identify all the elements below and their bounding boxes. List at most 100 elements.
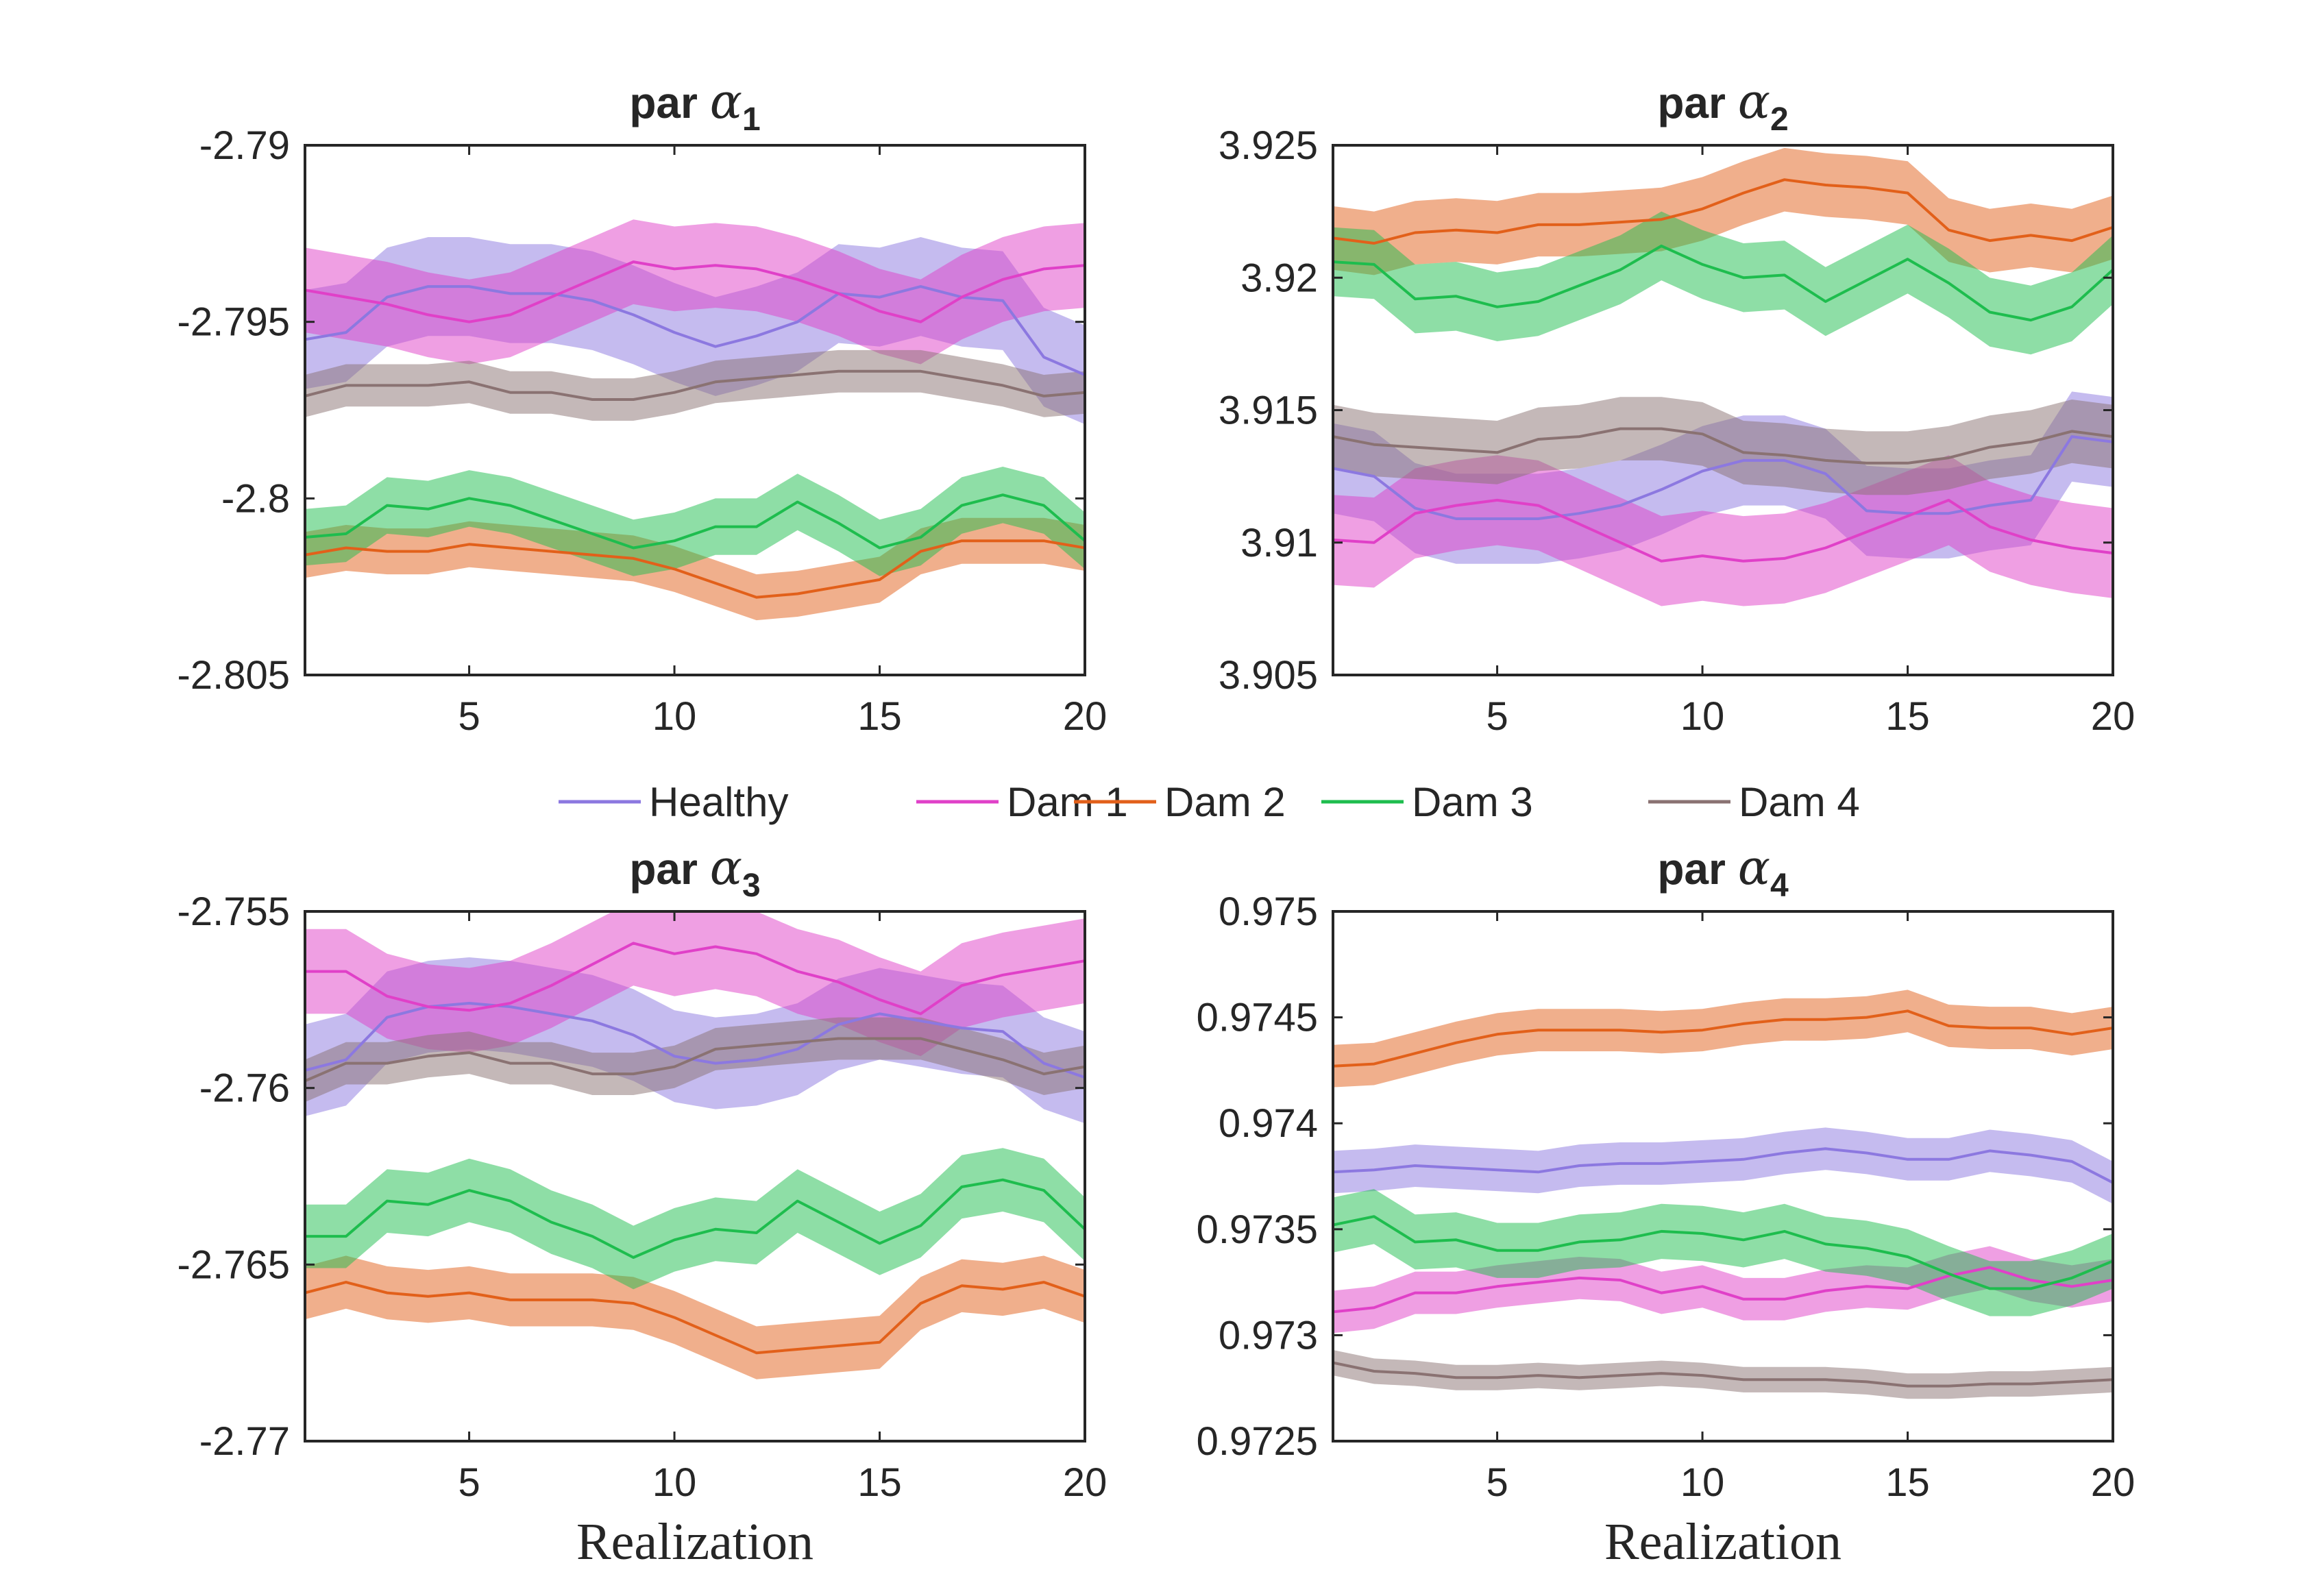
chart-title: par α1 <box>629 73 760 138</box>
x-tick-label: 20 <box>1063 694 1108 739</box>
chart-panel-1: 5 10 15 20 -2.805 -2.8 -2.795 -2.79 par α1 <box>178 73 1108 739</box>
title-symbol: α <box>710 73 742 130</box>
legend-item-healthy: Healthy <box>559 779 788 825</box>
y-tick-label: -2.765 <box>178 1242 290 1287</box>
band-dam-2 <box>305 1255 1085 1379</box>
title-subscript: 3 <box>742 868 761 904</box>
legend-label: Dam 4 <box>1739 779 1860 825</box>
line-dam-1 <box>305 260 1085 323</box>
line-dam-1 <box>1333 498 2113 563</box>
line-dam-3 <box>1333 1215 2113 1290</box>
x-tick-label: 5 <box>1486 694 1508 739</box>
line-dam-1 <box>305 942 1085 1016</box>
chart-panel-4: 5 10 15 20 0.9725 0.973 0.9735 0.974 0.9745 0.975… <box>1197 839 2136 1571</box>
x-tick-label: 5 <box>458 1460 480 1505</box>
chart-panel-2: 5 10 15 20 3.905 3.91 3.915 3.92 3.925 par α2 <box>1219 73 2135 739</box>
legend: Healthy Dam 1 Dam 2 Dam 3 Dam 4 <box>559 779 1860 825</box>
title-symbol: α <box>1738 73 1770 130</box>
y-tick-label: 3.925 <box>1219 123 1318 168</box>
legend-label: Healthy <box>649 779 788 825</box>
title-prefix: par <box>1657 78 1737 127</box>
y-tick-label: -2.795 <box>178 300 290 345</box>
legend-item-dam-2: Dam 2 <box>1074 779 1286 825</box>
line-dam-2 <box>305 1281 1085 1355</box>
chart-title: par α2 <box>1657 73 1788 138</box>
line-healthy <box>1333 1147 2113 1184</box>
x-tick-label: 15 <box>857 1460 902 1505</box>
y-tick-label: 3.915 <box>1219 389 1318 433</box>
line-dam-4 <box>305 1037 1085 1083</box>
line-dam-2 <box>1333 1009 2113 1068</box>
y-tick-label: 0.975 <box>1219 889 1318 934</box>
chart-title: par α3 <box>629 839 760 904</box>
y-tick-label: 0.973 <box>1219 1313 1318 1358</box>
y-tick-label: 3.91 <box>1240 521 1318 565</box>
y-tick-label: -2.79 <box>199 123 290 168</box>
axes-box <box>304 144 1086 676</box>
line-dam-2 <box>1333 178 2113 245</box>
y-tick-label: 0.974 <box>1219 1101 1318 1146</box>
line-dam-2 <box>305 539 1085 599</box>
band-dam-3 <box>1333 211 2113 355</box>
title-subscript: 1 <box>742 101 761 138</box>
legend-item-dam-4: Dam 4 <box>1648 779 1860 825</box>
band-healthy <box>1333 1127 2113 1204</box>
line-dam-3 <box>305 1178 1085 1259</box>
x-tick-label: 5 <box>1486 1460 1508 1505</box>
x-tick-label: 20 <box>2091 1460 2136 1505</box>
y-tick-label: 3.92 <box>1240 256 1318 300</box>
chart-title: par α4 <box>1657 839 1789 904</box>
band-dam-2 <box>305 517 1085 621</box>
x-tick-label: 10 <box>652 1460 697 1505</box>
legend-label: Dam 2 <box>1164 779 1286 825</box>
chart-panel-3: 5 10 15 20 -2.77 -2.765 -2.76 -2.755 par α3 Reali… <box>178 839 1108 1571</box>
y-tick-label: -2.77 <box>199 1419 290 1464</box>
x-axis-label: Realization <box>1604 1513 1842 1571</box>
line-dam-4 <box>1333 1361 2113 1388</box>
legend-label: Dam 3 <box>1412 779 1533 825</box>
y-tick-label: -2.755 <box>178 889 290 934</box>
plot-series-layer <box>1333 990 2113 1399</box>
x-axis-label: Realization <box>576 1513 813 1571</box>
band-dam-1 <box>305 219 1085 365</box>
title-symbol: α <box>1738 839 1770 896</box>
title-subscript: 2 <box>1770 101 1789 138</box>
line-dam-1 <box>1333 1266 2113 1314</box>
title-prefix: par <box>629 78 709 127</box>
line-dam-4 <box>305 369 1085 401</box>
plot-series-layer <box>305 911 1085 1379</box>
band-dam-4 <box>305 349 1085 421</box>
axes-box <box>304 910 1086 1442</box>
x-tick-label: 20 <box>2091 694 2136 739</box>
title-prefix: par <box>629 844 709 894</box>
title-prefix: par <box>1657 844 1737 894</box>
plot-series-layer <box>1333 147 2113 606</box>
x-tick-label: 10 <box>1680 1460 1725 1505</box>
line-dam-3 <box>305 493 1085 550</box>
line-healthy <box>1333 435 2113 520</box>
x-tick-label: 10 <box>1680 694 1725 739</box>
y-tick-label: -2.805 <box>178 653 290 698</box>
x-tick-label: 15 <box>1885 694 1930 739</box>
band-dam-3 <box>305 1148 1085 1290</box>
y-tick-label: 3.905 <box>1219 653 1318 698</box>
y-tick-label: 0.9735 <box>1197 1207 1318 1252</box>
x-tick-label: 20 <box>1063 1460 1108 1505</box>
line-dam-3 <box>1333 244 2113 322</box>
x-tick-label: 15 <box>857 694 902 739</box>
band-dam-3 <box>305 467 1085 576</box>
x-tick-label: 5 <box>458 694 480 739</box>
legend-item-dam-3: Dam 3 <box>1321 779 1533 825</box>
y-tick-label: 0.9725 <box>1197 1419 1318 1464</box>
title-symbol: α <box>710 839 742 896</box>
plot-series-layer <box>305 219 1085 621</box>
y-tick-label: -2.8 <box>221 476 290 521</box>
y-tick-label: 0.9745 <box>1197 996 1318 1040</box>
line-dam-4 <box>1333 427 2113 465</box>
title-subscript: 4 <box>1770 868 1789 904</box>
band-dam-2 <box>1333 147 2113 275</box>
y-tick-label: -2.76 <box>199 1066 290 1111</box>
x-tick-label: 15 <box>1885 1460 1930 1505</box>
axes-box <box>1332 910 2114 1442</box>
